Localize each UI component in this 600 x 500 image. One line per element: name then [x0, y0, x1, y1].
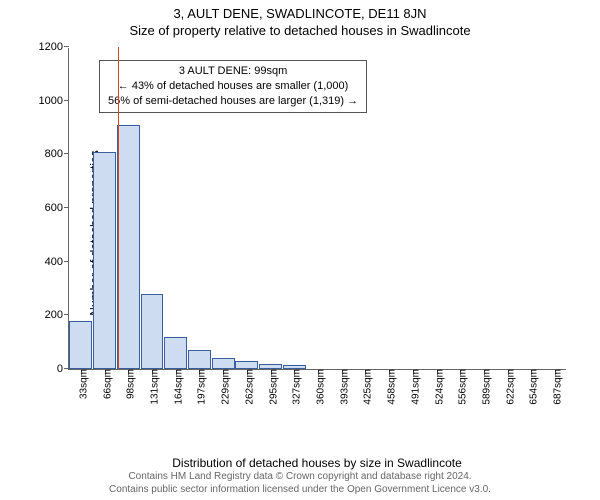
- ytick-mark: [64, 100, 69, 101]
- footer: Contains HM Land Registry data © Crown c…: [0, 470, 600, 496]
- xtick-label: 524sqm: [428, 369, 445, 405]
- xtick-label: 131sqm: [144, 369, 161, 405]
- ytick-label: 0: [57, 363, 69, 375]
- ytick-label: 400: [45, 256, 69, 268]
- callout-line2: ← 43% of detached houses are smaller (1,…: [108, 79, 358, 94]
- xtick-label: 491sqm: [404, 369, 421, 405]
- histogram-bar: [69, 321, 92, 369]
- xtick-label: 687sqm: [547, 369, 564, 405]
- x-axis-label: Distribution of detached houses by size …: [68, 456, 566, 470]
- ytick-label: 200: [45, 309, 69, 321]
- callout-line3: 56% of semi-detached houses are larger (…: [108, 94, 358, 109]
- callout-box: 3 AULT DENE: 99sqm ← 43% of detached hou…: [99, 60, 367, 113]
- ytick-mark: [64, 46, 69, 47]
- xtick-label: 66sqm: [96, 369, 113, 399]
- xtick-label: 425sqm: [357, 369, 374, 405]
- xtick-label: 98sqm: [120, 369, 137, 399]
- xtick-label: 229sqm: [215, 369, 232, 405]
- xtick-label: 556sqm: [452, 369, 469, 405]
- histogram-bar: [212, 358, 235, 369]
- ytick-label: 600: [45, 202, 69, 214]
- footer-line1: Contains HM Land Registry data © Crown c…: [0, 470, 600, 483]
- xtick-label: 458sqm: [381, 369, 398, 405]
- ytick-mark: [64, 207, 69, 208]
- footer-line2: Contains public sector information licen…: [0, 483, 600, 496]
- histogram-bar: [141, 294, 164, 369]
- histogram-bar: [93, 152, 116, 369]
- xtick-label: 164sqm: [167, 369, 184, 405]
- ytick-label: 800: [45, 148, 69, 160]
- chart-area: Number of detached properties 3 AULT DEN…: [68, 48, 566, 418]
- ytick-label: 1200: [39, 41, 69, 53]
- xtick-label: 295sqm: [262, 369, 279, 405]
- xtick-label: 262sqm: [238, 369, 255, 405]
- xtick-label: 589sqm: [476, 369, 493, 405]
- ytick-mark: [64, 368, 69, 369]
- xtick-label: 327sqm: [286, 369, 303, 405]
- histogram-bar: [117, 125, 140, 369]
- title-block: 3, AULT DENE, SWADLINCOTE, DE11 8JN Size…: [0, 0, 600, 38]
- xtick-label: 654sqm: [523, 369, 540, 405]
- histogram-bar: [164, 337, 187, 369]
- histogram-bar: [188, 350, 211, 369]
- xtick-label: 33sqm: [72, 369, 89, 399]
- xtick-label: 197sqm: [191, 369, 208, 405]
- ytick-mark: [64, 314, 69, 315]
- xtick-label: 393sqm: [333, 369, 350, 405]
- ytick-mark: [64, 153, 69, 154]
- xtick-label: 622sqm: [499, 369, 516, 405]
- histogram-bar: [235, 361, 258, 369]
- subtitle-line: Size of property relative to detached ho…: [0, 23, 600, 38]
- ytick-mark: [64, 261, 69, 262]
- address-line: 3, AULT DENE, SWADLINCOTE, DE11 8JN: [0, 6, 600, 21]
- property-marker-line: [118, 47, 119, 369]
- plot-region: 3 AULT DENE: 99sqm ← 43% of detached hou…: [68, 48, 566, 370]
- xtick-label: 360sqm: [310, 369, 327, 405]
- ytick-label: 1000: [39, 95, 69, 107]
- callout-line1: 3 AULT DENE: 99sqm: [108, 64, 358, 79]
